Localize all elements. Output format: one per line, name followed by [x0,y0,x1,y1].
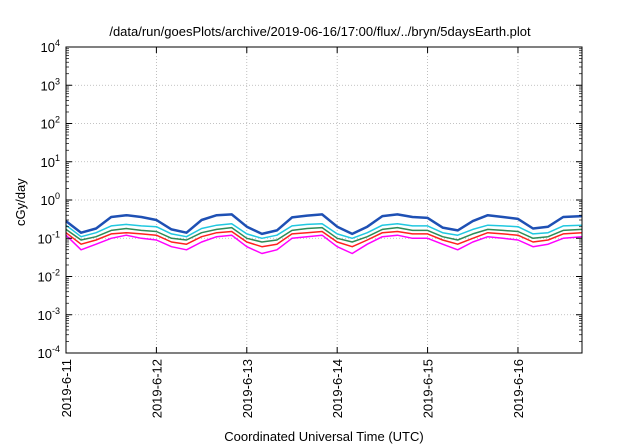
grid-lines [66,47,582,353]
y-tick-label: 10-1 [38,229,60,246]
series-lines [65,213,583,255]
x-tick-label: 2019-6-14 [330,359,345,418]
series-line-2 [65,226,583,243]
y-axis-label: cGy/day [13,178,28,226]
y-tick-label: 101 [41,153,60,170]
x-axis-label: Coordinated Universal Time (UTC) [224,429,424,444]
y-tick-label: 10-3 [38,306,60,323]
y-tick-label: 10-4 [38,344,60,361]
x-tick-label: 2019-6-13 [240,359,255,418]
x-tick-label: 2019-6-15 [421,359,436,418]
y-tick-label: 104 [41,38,60,55]
y-tick-label: 103 [41,76,60,93]
series-line-3 [65,222,583,240]
series-line-4 [65,213,583,236]
x-tick-label: 2019-6-11 [59,359,74,417]
series-line-0 [65,234,583,255]
chart-title: /data/run/goesPlots/archive/2019-06-16/1… [109,24,531,39]
y-tick-label: 102 [41,115,60,132]
y-tick-label: 10-2 [38,268,60,285]
series-line-1 [65,230,583,248]
axis-ticks: 10-4 10-3 10-2 10-1 100 101 102 103 104 2019-6-11… [38,38,582,418]
x-tick-label: 2019-6-16 [511,359,526,418]
y-tick-label: 100 [41,191,60,208]
x-tick-label: 2019-6-12 [149,359,164,418]
